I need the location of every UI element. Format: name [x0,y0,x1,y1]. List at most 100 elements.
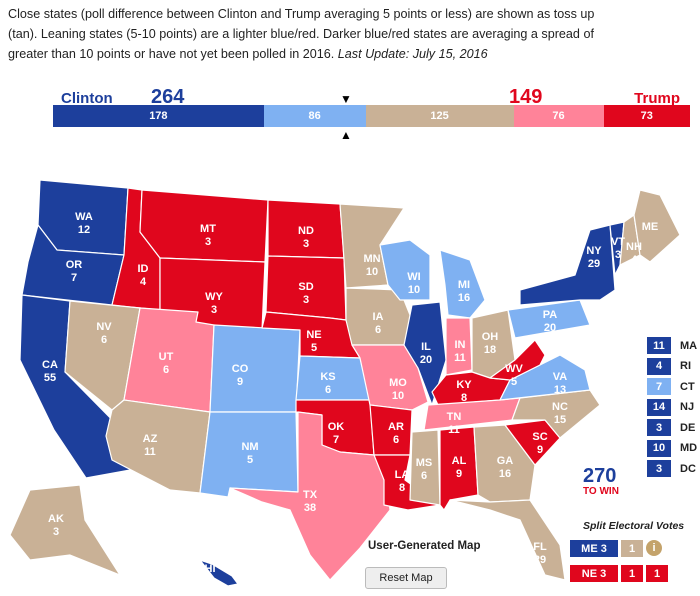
state-ny[interactable] [519,224,616,306]
logo-suffix: TO WIN [583,486,619,497]
tally-segment-2: 86 [263,105,366,127]
state-label-mi: MI 16 [458,279,470,304]
tally-segment-4: 76 [513,105,604,127]
ne-split-total[interactable]: NE 3 [570,565,618,582]
small-state-ev: 7 [646,377,672,396]
state-label-me: ME [642,221,659,233]
me-district-1[interactable]: 1 [621,540,643,557]
small-state-ct[interactable]: 7 CT [646,377,695,396]
small-state-ma[interactable]: 11 MA [646,336,697,355]
small-state-ev: 4 [646,356,672,376]
state-label-ut: UT 6 [159,351,174,376]
clinton-label: Clinton [61,90,113,107]
state-label-ky: KY 8 [456,379,472,404]
state-co[interactable] [209,324,301,413]
small-state-label: CT [680,380,695,393]
state-label-ca: CA 55 [42,359,58,384]
state-label-wy: WY 3 [205,291,223,316]
map-svg: WA 12 OR 7 CA 55 ID 4 NV 6 MT 3 WY 3 UT 6 AZ 11 CO 9 NM 5 ND 3 S… [9,179,681,588]
small-state-ri[interactable]: 4 RI [646,356,691,376]
state-label-il: IL 20 [420,341,432,366]
state-label-wa: WA 12 [75,211,93,236]
state-fl[interactable] [449,499,566,581]
small-state-de[interactable]: 3 DE [646,418,695,437]
intro-line-3: greater than 10 points or have not yet b… [8,47,335,61]
state-hi[interactable] [199,559,239,587]
state-label-al: AL 9 [452,455,467,480]
electoral-tally: Clinton 264 149 Trump ▼ 178 86 125 76 73 ▲ [53,86,690,146]
map-title: User-Generated Map [368,540,481,552]
small-state-dc[interactable]: 3 DC [646,459,696,478]
state-label-va: VA 13 [553,371,568,396]
small-state-ev: 3 [646,418,672,437]
state-label-mn: MN 10 [363,253,380,278]
state-label-wv: WV 5 [505,363,523,388]
intro-line-2: (tan). Leaning states (5-10 points) are … [8,27,594,41]
state-label-ia: IA 6 [373,311,384,336]
state-label-ok: OK 7 [328,421,345,446]
state-label-tx: TX 38 [303,489,318,514]
small-state-md[interactable]: 10 MD [646,438,698,458]
small-state-ev: 11 [646,336,672,355]
small-state-ev: 14 [646,397,672,417]
small-state-label: NJ [680,401,695,413]
state-label-sd: SD 3 [298,281,313,306]
state-az[interactable] [105,399,211,494]
trump-label: Trump [634,90,680,107]
state-label-ga: GA 16 [497,455,514,480]
small-state-nj[interactable]: 14 NJ [646,397,695,417]
state-label-mt: MT 3 [200,223,216,248]
state-label-id: ID 4 [138,263,149,288]
split-row-ne: NE 3 1 1 [570,565,671,582]
small-state-label: DC [680,462,696,475]
small-state-label: DE [680,421,696,434]
clinton-total: 264 [151,86,185,108]
state-label-ne: NE 5 [306,329,321,354]
split-row-me: ME 3 1 i [570,540,662,557]
state-pa[interactable] [507,299,591,339]
ne-district-1[interactable]: 1 [621,565,643,582]
state-label-ak: AK 3 [48,513,64,538]
state-wv[interactable] [489,339,546,381]
small-state-ev: 10 [646,438,672,458]
state-label-fl: FL 29 [533,541,547,566]
state-label-az: AZ 11 [143,433,158,458]
state-label-nm: NM 5 [241,441,258,466]
tally-segment-5: 73 [603,105,690,127]
state-label-mo: MO 10 [389,377,407,402]
state-label-hi: HI 4 [205,563,216,588]
state-tx[interactable] [229,411,391,581]
state-label-nc: NC 15 [552,401,568,426]
state-label-or: OR 7 [66,259,83,284]
small-state-label: MD [680,442,698,454]
state-wi[interactable] [379,239,431,301]
small-state-ev: 3 [646,459,672,478]
state-label-in: IN 11 [454,339,466,364]
state-labels: WA 12 OR 7 CA 55 ID 4 NV 6 MT 3 WY 3 UT 6 AZ 11 CO 9 NM 5 ND 3 S… [42,211,658,588]
reset-map-button[interactable]: Reset Map [365,567,447,589]
threshold-down-arrow-icon: ▼ [340,92,352,106]
intro-line-1: Close states (poll difference between Cl… [8,7,595,21]
state-me[interactable] [633,189,681,263]
state-label-oh: OH 18 [482,331,499,356]
state-label-nd: ND 3 [298,225,314,250]
intro-text: Close states (poll difference between Cl… [8,4,696,64]
split-votes-title: Split Electoral Votes [583,520,685,532]
state-ak[interactable] [9,484,121,576]
logo-number: 270 [583,465,617,487]
info-icon[interactable]: i [646,540,662,556]
state-label-ks: KS 6 [320,371,335,396]
270-to-win-logo: 270 TO WIN [583,466,619,506]
ne-district-2[interactable]: 1 [646,565,668,582]
small-state-label: RI [680,360,691,372]
state-label-tn: TN 11 [447,411,462,436]
last-update: Last Update: July 15, 2016 [337,47,488,61]
tally-segment-1: 178 [53,105,264,127]
state-label-la: LA 8 [395,469,410,494]
state-label-sc: SC 9 [532,431,547,456]
me-split-total[interactable]: ME 3 [570,540,618,557]
state-label-vt: VT 3 [611,236,625,261]
tally-bar: 178 86 125 76 73 [53,105,690,127]
us-map: WA 12 OR 7 CA 55 ID 4 NV 6 MT 3 WY 3 UT 6 AZ 11 CO 9 NM 5 ND 3 S… [0,160,700,591]
tally-segment-3: 125 [365,105,514,127]
